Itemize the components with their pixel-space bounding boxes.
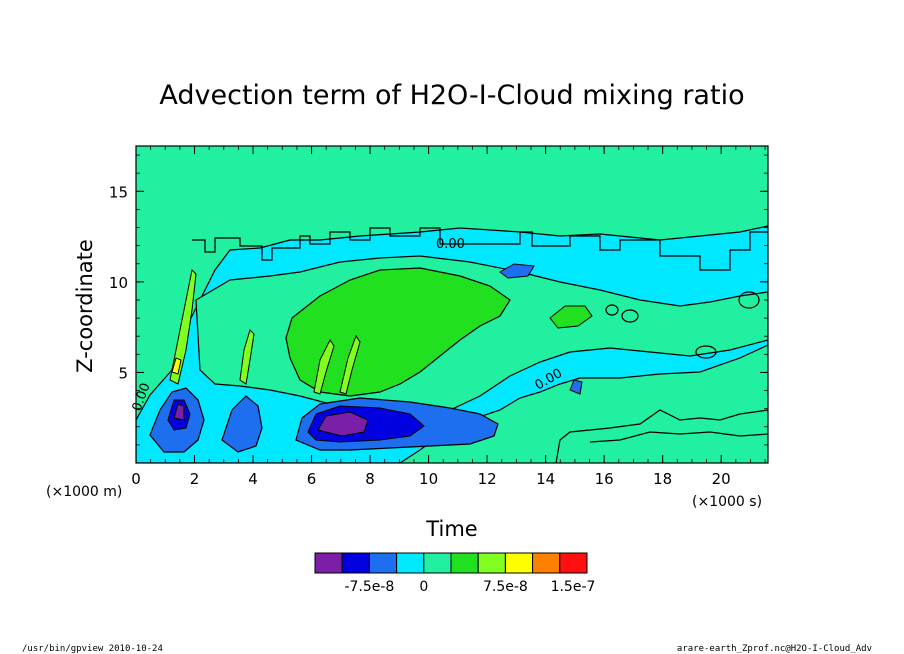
- colorbar-swatch: [314, 552, 343, 574]
- y-axis: 5 10 15: [109, 154, 768, 464]
- region-blue-lower-mid: [221, 395, 263, 453]
- x-unit-label: (×1000 s): [692, 494, 762, 510]
- colorbar-tick-label: 7.5e-8: [483, 579, 528, 595]
- colorbar-swatch: [368, 552, 398, 574]
- colorbar-swatch: [532, 552, 561, 574]
- colorbar-swatch: [450, 552, 479, 574]
- x-tick-label: 0: [131, 470, 141, 488]
- region-small-green-1: [549, 305, 593, 329]
- x-tick-label: 12: [478, 470, 497, 488]
- region-purple-main: [317, 411, 369, 437]
- contour-ring-3: [621, 309, 639, 323]
- footer-left: /usr/bin/gpview 2010-10-24: [22, 644, 163, 654]
- y-tick-label: 15: [109, 183, 128, 201]
- region-lime-streak-3: [339, 334, 361, 395]
- region-lime-streak-1: [169, 268, 197, 385]
- x-tick-label: 18: [653, 470, 672, 488]
- region-purple-lower-left: [173, 403, 185, 421]
- colorbar-swatch: [477, 552, 506, 574]
- region-core-bright-green: [285, 267, 511, 397]
- colorbar-labels: -7.5e-8 0 7.5e-8 1.5e-7: [344, 579, 595, 595]
- x-tick-label: 2: [190, 470, 200, 488]
- region-blue-small-top: [499, 263, 535, 279]
- colorbar-swatch: [423, 552, 452, 574]
- x-tick-label: 14: [536, 470, 555, 488]
- y-tick-label: 5: [118, 364, 128, 382]
- y-tick-label: 10: [109, 274, 128, 292]
- x-axis-title: Time: [425, 517, 477, 541]
- x-tick-label: 16: [595, 470, 614, 488]
- y-unit-label: (×1000 m): [46, 484, 122, 500]
- region-yellow-spot-1: [171, 357, 182, 375]
- contour-ring-2: [695, 345, 717, 359]
- colorbar-swatch: [559, 552, 588, 574]
- colorbar-swatch: [504, 552, 534, 574]
- chart-title: Advection term of H2O-I-Cloud mixing rat…: [159, 80, 744, 111]
- contour-line-upper: [192, 227, 768, 271]
- x-tick-label: 20: [712, 470, 731, 488]
- contour-field: [136, 225, 768, 463]
- x-tick-label: 10: [419, 470, 438, 488]
- x-tick-label: 6: [307, 470, 317, 488]
- x-tick-label: 8: [365, 470, 375, 488]
- region-lime-streak-4: [239, 329, 255, 385]
- colorbar-swatch: [396, 552, 425, 574]
- footer-right: arare-earth_Zprof.nc@H2O-I-Cloud_Adv: [677, 644, 872, 654]
- contour-line-lower-right: [555, 409, 768, 463]
- x-tick-label: 4: [248, 470, 258, 488]
- y-axis-title: Z-coordinate: [73, 239, 97, 373]
- region-blue-small-right: [569, 379, 583, 395]
- colorbar-swatch: [341, 552, 370, 574]
- colorbar: [314, 552, 588, 574]
- contour-ring-4: [605, 304, 619, 316]
- contour-ring-1: [738, 291, 760, 309]
- contour-line-lower-right-2: [589, 431, 768, 443]
- x-axis: 0 2 4 6 8 10 12 14 16 18 20: [131, 146, 766, 488]
- colorbar-tick-label: -7.5e-8: [344, 579, 394, 595]
- region-lime-streak-2: [313, 339, 335, 395]
- contour-label-1: 0.00: [436, 237, 465, 252]
- colorbar-tick-label: 1.5e-7: [551, 579, 596, 595]
- colorbar-tick-label: 0: [419, 579, 428, 595]
- plot-frame: [135, 145, 769, 464]
